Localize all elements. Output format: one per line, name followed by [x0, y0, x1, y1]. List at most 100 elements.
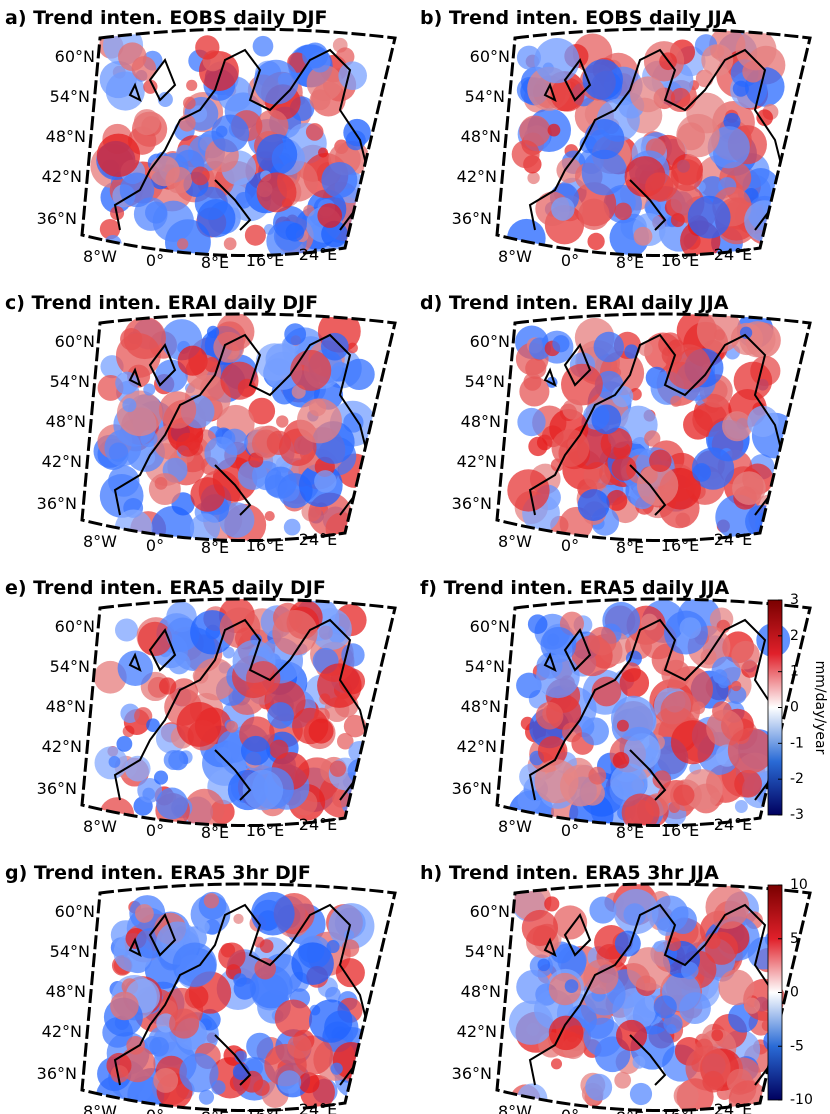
field-blob [744, 200, 786, 242]
field-blob [641, 613, 658, 631]
field-blob [131, 56, 157, 81]
colorbar-tick-label: 1 [790, 664, 799, 680]
map-panel: h) Trend inten. ERA5 3hr JJA 60°N 54°N 48°N… [420, 862, 812, 1114]
field-blob [621, 793, 660, 826]
field-blob [534, 37, 580, 84]
field-blob [235, 191, 252, 209]
lon-label: 16°E [661, 1106, 699, 1114]
lon-label: 16°E [246, 821, 284, 840]
field-blob [272, 610, 318, 656]
field-blob [248, 452, 264, 468]
field-blob [336, 732, 354, 750]
field-blob [564, 979, 579, 993]
lon-label: 0° [561, 1106, 579, 1114]
map-frame [495, 27, 812, 258]
field-blob [636, 464, 679, 506]
lat-label: 48°N [46, 697, 86, 716]
lat-label: 48°N [461, 982, 501, 1001]
lon-label: 8°E [616, 253, 644, 272]
field-blob [577, 489, 610, 522]
lon-label: 0° [146, 821, 164, 840]
field-blob [214, 746, 232, 764]
lat-label: 42°N [42, 737, 82, 756]
lon-label: 24°E [299, 530, 337, 549]
panel-title: c) Trend inten. ERAI daily DJF [5, 292, 318, 314]
field-blob [277, 1070, 302, 1094]
field-blob [242, 769, 284, 811]
map-panel: c) Trend inten. ERAI daily DJF 60°N 54°N 48… [5, 292, 397, 557]
field-blob [584, 118, 625, 160]
field-blob [673, 784, 695, 806]
field-blob [116, 736, 133, 752]
field-blob [298, 1072, 320, 1094]
field-blob [687, 195, 731, 239]
field-blob [582, 59, 623, 100]
field-blob [133, 109, 160, 136]
field-blob [616, 719, 629, 732]
map-frame [495, 597, 812, 828]
field-blob [167, 651, 191, 675]
field-blob [702, 1070, 725, 1093]
field-blob [561, 363, 603, 406]
lat-label: 60°N [470, 47, 510, 66]
lat-label: 54°N [50, 657, 90, 676]
field-blob [198, 1008, 221, 1031]
field-blob [653, 941, 665, 952]
lat-label: 54°N [50, 942, 90, 961]
field-blob [135, 904, 154, 923]
field-blob [248, 397, 276, 425]
field-blob [614, 930, 641, 957]
panel-title: f) Trend inten. ERA5 daily JJA [420, 577, 730, 599]
field-blob [314, 470, 337, 493]
lon-label: 16°E [246, 536, 284, 555]
field-blob [747, 405, 779, 438]
lon-label: 16°E [661, 536, 699, 555]
panel-title: e) Trend inten. ERA5 daily DJF [5, 577, 326, 599]
field-blob [562, 399, 583, 420]
field-blob [588, 766, 607, 785]
lat-label: 60°N [55, 902, 95, 921]
field-blob [734, 769, 763, 798]
field-blob [305, 123, 324, 141]
field-blob [206, 325, 220, 338]
colorbar-tick-label: 0 [790, 985, 799, 1001]
field-blob [591, 676, 622, 707]
lon-label: 16°E [661, 821, 699, 840]
field-blob [742, 60, 764, 83]
map-field [82, 599, 395, 826]
field-blob [189, 105, 208, 123]
map-frame [495, 882, 812, 1113]
lon-label: 24°E [714, 815, 752, 834]
field-blob [661, 659, 691, 689]
field-blob [153, 770, 169, 785]
field-blob [679, 992, 711, 1025]
lat-label: 60°N [470, 332, 510, 351]
lon-label: 8°E [201, 253, 229, 272]
field-blob [291, 942, 334, 985]
lon-label: 0° [561, 536, 579, 555]
lon-label: 16°E [246, 251, 284, 270]
field-blob [731, 640, 760, 670]
field-blob [527, 614, 548, 634]
field-blob [343, 714, 367, 738]
field-blob [343, 358, 375, 391]
coastline [528, 333, 787, 516]
field-blob [218, 942, 246, 970]
field-blob [204, 357, 220, 373]
field-blob [321, 161, 358, 199]
lat-label: 36°N [37, 1064, 77, 1083]
field-blob [190, 477, 225, 512]
coastline [528, 48, 787, 231]
field-blob [629, 1082, 653, 1106]
field-blob [269, 739, 289, 759]
field-blob [619, 668, 650, 698]
field-blob [675, 512, 691, 528]
field-blob [149, 1036, 170, 1057]
field-blob [143, 79, 158, 94]
lat-label: 42°N [457, 452, 497, 471]
field-blob [114, 618, 139, 642]
field-blob [267, 702, 294, 729]
lon-label: 8°W [498, 1102, 532, 1114]
field-blob [116, 390, 163, 437]
